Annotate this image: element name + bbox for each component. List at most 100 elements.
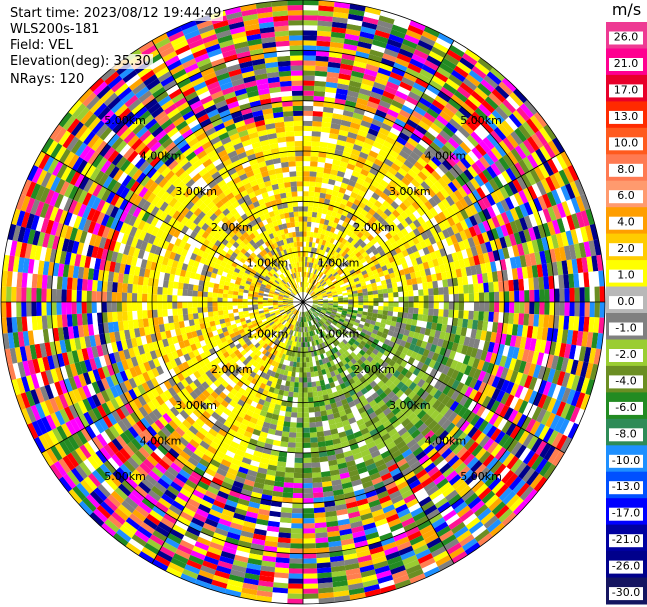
- range-gate: [232, 302, 238, 306]
- range-gate: [357, 307, 364, 312]
- range-gate: [426, 485, 440, 497]
- range-gate: [295, 447, 303, 453]
- range-gate: [551, 355, 559, 370]
- range-gate: [312, 305, 318, 309]
- range-gate: [451, 369, 460, 380]
- range-gate: [311, 257, 315, 264]
- range-gate: [451, 252, 459, 262]
- range-gate: [522, 402, 533, 417]
- range-gate: [412, 446, 424, 457]
- range-gate: [423, 112, 437, 123]
- range-gate: [323, 495, 335, 503]
- range-gate: [326, 265, 332, 271]
- range-gate: [347, 506, 359, 514]
- range-gate: [368, 54, 383, 63]
- range-gate: [347, 582, 364, 591]
- range-gate: [374, 277, 381, 283]
- range-gate: [448, 118, 462, 130]
- range-gate: [370, 223, 378, 231]
- range-gate: [420, 203, 430, 214]
- range-gate: [433, 118, 446, 130]
- range-gate: [460, 435, 472, 447]
- range-gate: [276, 466, 286, 473]
- range-gate: [317, 25, 332, 32]
- range-gate: [363, 110, 376, 119]
- range-gate: [304, 311, 306, 317]
- range-gate: [212, 306, 218, 312]
- range-gate: [409, 573, 426, 584]
- range-gate: [310, 452, 320, 458]
- range-gate: [426, 187, 436, 198]
- range-gate: [416, 361, 425, 370]
- range-gate: [338, 299, 344, 302]
- range-gate: [341, 288, 347, 292]
- range-gate: [351, 525, 365, 534]
- range-gate: [385, 458, 397, 468]
- range-gate: [369, 49, 384, 58]
- range-gate: [421, 500, 435, 512]
- range-gate: [295, 367, 300, 373]
- range-gate: [226, 531, 241, 541]
- range-gate: [296, 412, 303, 418]
- range-gate: [313, 340, 317, 346]
- range-gate: [391, 175, 402, 185]
- range-gate: [326, 309, 332, 313]
- range-gate: [335, 363, 341, 370]
- range-gate: [310, 336, 314, 342]
- range-gate: [360, 185, 369, 193]
- range-gate: [387, 391, 396, 400]
- range-gate: [317, 436, 325, 443]
- range-gate: [493, 463, 507, 478]
- range-gate: [404, 421, 415, 432]
- range-gate: [491, 364, 500, 376]
- range-gate: [478, 419, 489, 433]
- range-gate: [484, 302, 490, 312]
- range-gate: [343, 553, 358, 561]
- range-gate: [486, 441, 499, 454]
- range-gate: [318, 587, 334, 594]
- range-gate: [456, 250, 464, 261]
- range-gate: [184, 502, 198, 513]
- range-gate: [398, 269, 406, 276]
- range-gate: [449, 192, 460, 204]
- range-gate: [346, 249, 353, 256]
- range-gate: [405, 273, 412, 280]
- range-gate: [311, 141, 320, 147]
- range-gate: [531, 151, 543, 167]
- range-gate: [331, 211, 338, 218]
- range-gate: [392, 331, 399, 339]
- range-gate: [428, 513, 443, 525]
- range-gate: [349, 474, 361, 482]
- range-gate: [351, 148, 361, 157]
- range-gate: [542, 395, 552, 411]
- range-gate: [303, 508, 315, 514]
- range-gate: [583, 272, 590, 288]
- range-gate: [305, 311, 307, 317]
- range-gate: [519, 373, 528, 387]
- range-gate: [248, 405, 256, 413]
- range-gate: [303, 60, 316, 66]
- range-gate: [312, 299, 318, 301]
- range-gate: [415, 77, 429, 89]
- range-gate: [310, 330, 314, 336]
- range-gate: [486, 457, 499, 471]
- range-gate: [241, 435, 251, 443]
- range-gate: [429, 329, 436, 338]
- ppi-plot: 1.00km1.00km1.00km1.00km2.00km2.00km2.00…: [0, 0, 606, 605]
- range-gate: [373, 302, 379, 306]
- range-gate: [304, 261, 308, 267]
- range-gate: [277, 542, 291, 549]
- range-gate: [198, 569, 215, 580]
- range-gate: [319, 405, 326, 412]
- range-gate: [362, 16, 379, 25]
- range-gate: [339, 68, 353, 76]
- range-gate: [443, 309, 449, 318]
- range-gate: [526, 435, 539, 450]
- range-gate: [584, 302, 590, 317]
- range-gate: [393, 306, 399, 312]
- range-gate: [413, 345, 421, 354]
- range-gate: [240, 488, 253, 497]
- range-gate: [192, 489, 205, 500]
- range-gate: [350, 191, 358, 199]
- range-gate: [514, 461, 527, 477]
